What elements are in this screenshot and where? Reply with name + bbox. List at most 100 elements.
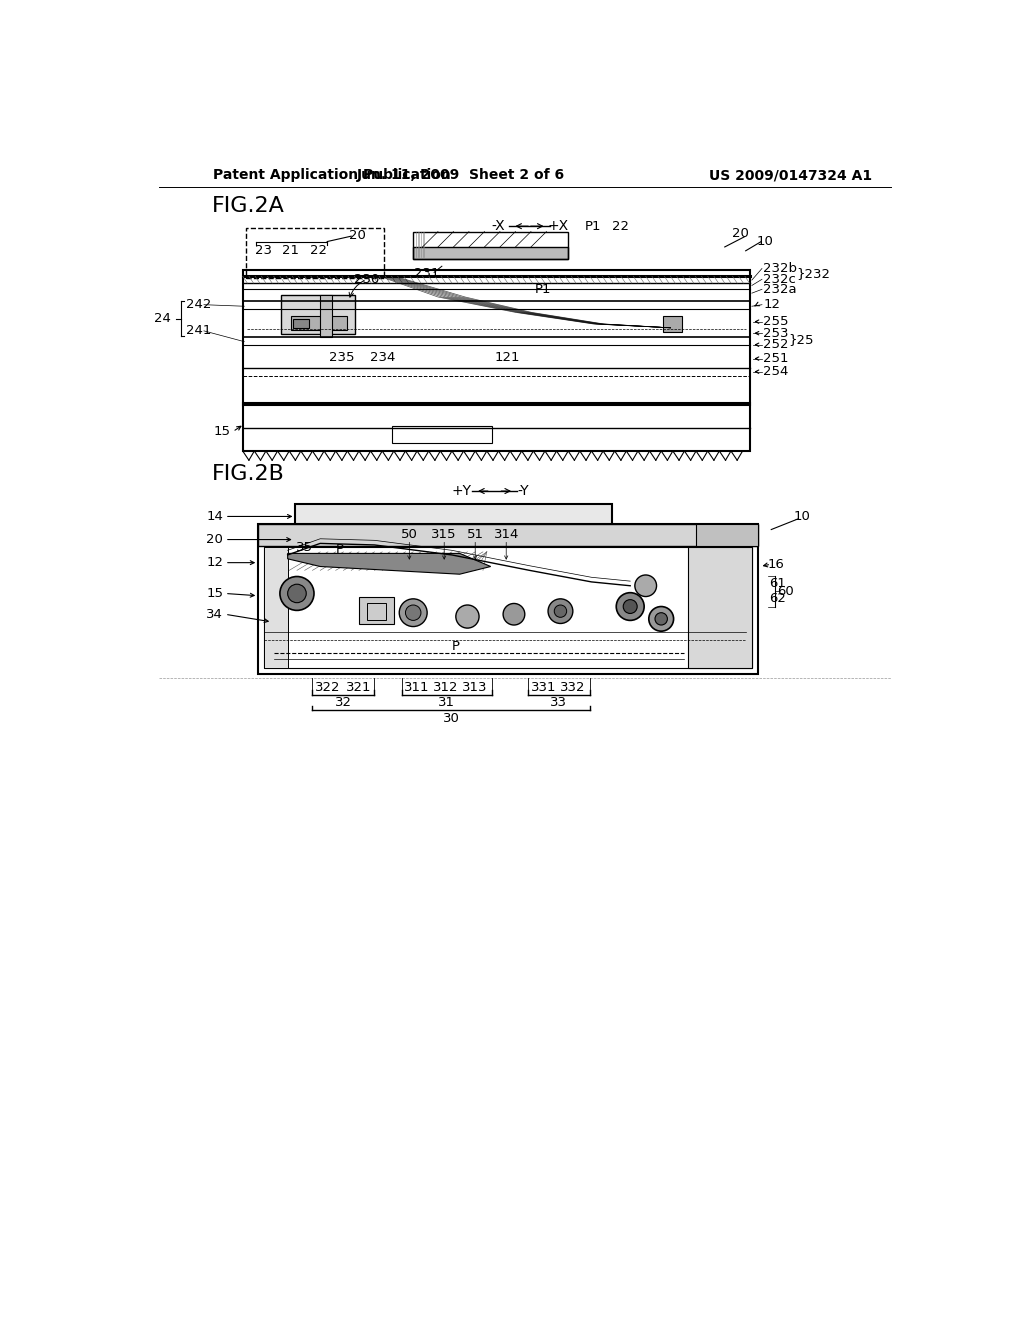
Bar (295, 504, 612, 525)
Text: 23: 23 (255, 244, 272, 257)
Text: 51: 51 (467, 528, 483, 541)
Text: 232a: 232a (764, 282, 797, 296)
Circle shape (280, 577, 314, 610)
Circle shape (635, 576, 656, 597)
Text: }232: }232 (796, 268, 830, 280)
Circle shape (649, 607, 674, 631)
Text: 50: 50 (400, 528, 418, 541)
Text: 322: 322 (315, 681, 341, 694)
Text: 235: 235 (329, 351, 354, 363)
Text: 30: 30 (442, 711, 460, 725)
Circle shape (456, 605, 479, 628)
Text: 254: 254 (764, 366, 788, 379)
Circle shape (624, 599, 637, 614)
Text: 315: 315 (431, 528, 457, 541)
Text: 12: 12 (206, 556, 223, 569)
Text: +Y: +Y (452, 484, 471, 498)
Text: 20: 20 (349, 228, 366, 242)
Bar (696, 524, 758, 545)
Text: -Y: -Y (517, 484, 529, 498)
Bar (414, 231, 568, 259)
Text: 242: 242 (186, 298, 212, 312)
Text: 252: 252 (764, 338, 790, 351)
Text: 232c: 232c (764, 273, 797, 286)
Text: US 2009/0147324 A1: US 2009/0147324 A1 (710, 169, 872, 182)
Text: 15: 15 (214, 425, 231, 438)
Circle shape (554, 605, 566, 618)
Bar (243, 404, 751, 451)
Text: P1: P1 (535, 282, 551, 296)
Bar (264, 548, 288, 668)
Text: 241: 241 (186, 325, 212, 338)
Text: 35: 35 (296, 541, 313, 554)
Text: 121: 121 (495, 351, 520, 363)
Text: FIG.2B: FIG.2B (212, 465, 285, 484)
Text: 314: 314 (494, 528, 519, 541)
Text: 33: 33 (551, 696, 567, 709)
Text: 313: 313 (463, 681, 488, 694)
Text: }25: }25 (788, 333, 814, 346)
Text: +X: +X (548, 219, 568, 234)
Bar (663, 317, 682, 331)
Bar (367, 603, 386, 620)
Text: 60: 60 (777, 585, 794, 598)
Circle shape (399, 599, 427, 627)
Text: 62: 62 (769, 593, 785, 606)
Text: 232b: 232b (764, 261, 798, 275)
Text: Patent Application Publication: Patent Application Publication (213, 169, 451, 182)
Text: 20: 20 (207, 533, 223, 546)
Text: 234: 234 (370, 351, 395, 363)
Text: 15: 15 (206, 587, 223, 601)
Text: 24: 24 (154, 312, 171, 325)
Circle shape (406, 605, 421, 620)
Text: 231: 231 (414, 268, 439, 280)
Text: 20: 20 (732, 227, 749, 240)
Text: 21: 21 (283, 244, 299, 257)
Bar (293, 318, 308, 327)
Text: 34: 34 (207, 607, 223, 620)
Text: 321: 321 (346, 681, 372, 694)
Text: -X: -X (492, 219, 505, 234)
Bar (258, 524, 758, 545)
Text: 32: 32 (335, 696, 352, 709)
Bar (258, 524, 758, 675)
Bar (321, 294, 332, 337)
Bar (688, 548, 752, 668)
Text: 16: 16 (767, 557, 784, 570)
Bar (246, 228, 384, 277)
Text: 230: 230 (354, 273, 379, 286)
Text: Jun. 11, 2009  Sheet 2 of 6: Jun. 11, 2009 Sheet 2 of 6 (357, 169, 565, 182)
Text: FIG.2A: FIG.2A (212, 197, 285, 216)
Text: P1: P1 (585, 219, 601, 232)
Circle shape (548, 599, 572, 623)
Bar (391, 426, 493, 444)
Circle shape (616, 593, 644, 620)
Bar (359, 597, 394, 624)
Circle shape (503, 603, 525, 626)
Bar (291, 317, 346, 330)
Bar (243, 271, 751, 405)
Bar (282, 296, 355, 334)
Text: 332: 332 (560, 681, 586, 694)
Bar (414, 247, 568, 259)
Text: 22: 22 (612, 219, 630, 232)
Text: 253: 253 (764, 326, 790, 339)
Polygon shape (288, 553, 490, 574)
Text: 331: 331 (530, 681, 556, 694)
Text: 22: 22 (310, 244, 327, 257)
Text: 14: 14 (207, 510, 223, 523)
Text: 10: 10 (794, 510, 811, 523)
Text: P: P (336, 543, 344, 556)
Text: P: P (452, 640, 460, 653)
Text: 31: 31 (438, 696, 456, 709)
Text: 312: 312 (433, 681, 459, 694)
Text: 255: 255 (764, 315, 790, 329)
Text: 311: 311 (404, 681, 430, 694)
Circle shape (288, 585, 306, 603)
Bar (264, 548, 752, 668)
Text: 251: 251 (764, 352, 790, 366)
Text: 61: 61 (769, 577, 785, 590)
Circle shape (655, 612, 668, 626)
Text: 12: 12 (764, 298, 780, 312)
Text: 10: 10 (757, 235, 773, 248)
